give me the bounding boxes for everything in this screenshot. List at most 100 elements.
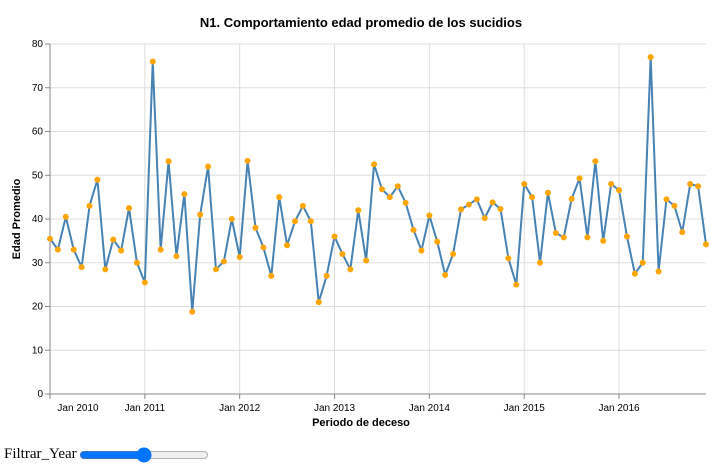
point: [284, 242, 291, 249]
y-tick-label: 10: [32, 345, 44, 356]
x-tick-label: Jan 2014: [409, 403, 451, 414]
point: [544, 189, 551, 196]
point: [299, 202, 306, 209]
y-tick-label: 70: [32, 83, 44, 94]
point: [497, 205, 504, 212]
y-tick-label: 40: [32, 214, 44, 225]
point: [600, 237, 607, 244]
point: [489, 199, 496, 206]
point: [552, 230, 559, 236]
point: [584, 234, 591, 241]
point: [473, 196, 480, 203]
point: [118, 247, 125, 254]
point: [323, 272, 330, 279]
point: [307, 218, 314, 225]
point: [442, 272, 449, 278]
point: [402, 199, 409, 206]
point: [655, 268, 662, 275]
point: [465, 201, 472, 208]
point: [260, 244, 267, 251]
point: [695, 183, 702, 190]
point: [568, 195, 575, 202]
point: [189, 308, 196, 315]
point: [410, 226, 417, 233]
point: [592, 158, 599, 165]
point: [244, 157, 251, 164]
y-tick-label: 20: [32, 302, 44, 313]
point: [228, 216, 235, 222]
point: [47, 235, 53, 242]
chart-title: N1. Comportamiento edad promedio de los …: [200, 15, 522, 30]
point: [141, 279, 148, 286]
point: [197, 211, 204, 218]
point: [434, 238, 441, 245]
point: [371, 161, 378, 168]
point: [236, 254, 243, 261]
point: [647, 54, 654, 61]
y-tick-label: 60: [32, 127, 44, 138]
point: [292, 218, 299, 225]
point: [576, 175, 583, 182]
point: [86, 202, 93, 209]
point: [386, 194, 393, 201]
y-tick-label: 50: [32, 170, 44, 181]
point: [378, 186, 385, 193]
point: [363, 257, 370, 264]
x-tick-label: Jan 2010: [57, 403, 99, 414]
point: [513, 281, 520, 288]
point: [220, 258, 227, 265]
x-tick-label: Jan 2011: [125, 403, 166, 414]
point: [687, 181, 694, 187]
y-tick-label: 0: [37, 389, 43, 400]
slider-label: Filtrar_Year: [4, 446, 77, 462]
point: [347, 266, 354, 273]
point: [560, 234, 567, 241]
point: [703, 241, 709, 248]
line: [49, 57, 707, 312]
point: [394, 183, 401, 190]
point: [331, 233, 338, 240]
point: [631, 270, 638, 277]
point: [102, 266, 109, 273]
point: [126, 205, 133, 212]
point: [457, 206, 464, 213]
point: [181, 191, 188, 198]
x-tick-label: Jan 2016: [598, 403, 640, 414]
point: [355, 207, 362, 214]
point: [418, 247, 425, 254]
point: [149, 58, 156, 65]
point: [157, 246, 164, 253]
x-axis-label: Periodo de deceso: [312, 417, 410, 429]
point: [315, 299, 322, 306]
point: [616, 187, 623, 194]
chart: N1. Comportamiento edad promedio de los …: [11, 15, 709, 429]
point: [450, 251, 457, 257]
y-tick-label: 30: [32, 258, 44, 269]
slider-control: Filtrar_Year: [4, 446, 209, 463]
x-tick-label: Jan 2015: [504, 403, 546, 414]
point: [623, 233, 630, 240]
point: [639, 259, 646, 266]
point: [94, 176, 101, 183]
point: [481, 215, 488, 222]
point: [339, 251, 346, 257]
point: [663, 196, 670, 203]
x-tick-label: Jan 2012: [219, 403, 261, 414]
point: [78, 264, 85, 271]
y-axis-label: Edad Promedio: [11, 178, 23, 259]
point: [133, 259, 140, 266]
point: [70, 246, 77, 253]
point: [521, 181, 528, 187]
point: [537, 259, 544, 266]
point: [679, 229, 686, 236]
point: [173, 253, 180, 260]
year-slider[interactable]: [78, 446, 209, 463]
point: [54, 246, 61, 253]
point: [505, 255, 512, 262]
y-tick-label: 80: [32, 39, 44, 50]
point: [276, 194, 283, 201]
x-tick-label: Jan 2013: [314, 403, 356, 414]
point: [165, 158, 172, 165]
point: [268, 272, 275, 279]
